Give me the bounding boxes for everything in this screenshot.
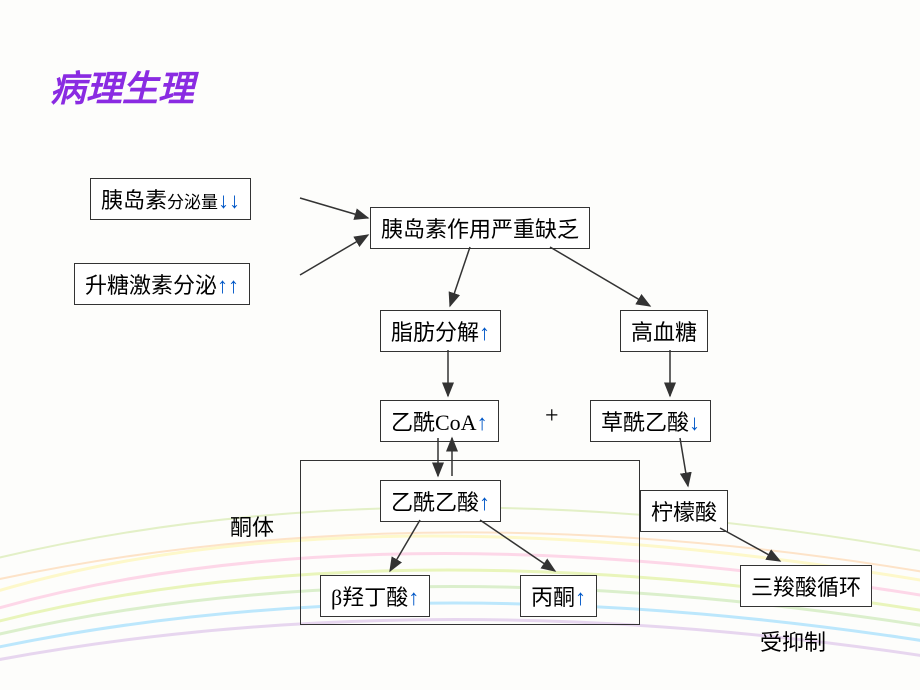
page-title: 病理生理 [50, 60, 194, 112]
label: 柠檬酸 [651, 500, 717, 525]
label: 升糖激素分泌 [85, 273, 217, 298]
node-insulin-deficit: 胰岛素作用严重缺乏 [370, 207, 590, 249]
suppressed-label: 受抑制 [760, 625, 826, 657]
node-acetoacetate: 乙酰乙酸↑ [380, 480, 501, 522]
label: 胰岛素作用严重缺乏 [381, 217, 579, 242]
node-lipolysis: 脂肪分解↑ [380, 310, 501, 352]
up-arrow-icon: ↑ [575, 585, 586, 610]
node-hyperglycemia: 高血糖 [620, 310, 708, 352]
node-citric-acid: 柠檬酸 [640, 490, 728, 532]
up-arrow-icon: ↑ [477, 410, 488, 435]
label: 乙酰CoA [391, 410, 477, 435]
node-oxaloacetate: 草酰乙酸↓ [590, 400, 711, 442]
node-beta-hydroxy: β羟丁酸↑ [320, 575, 430, 617]
label: 脂肪分解 [391, 320, 479, 345]
node-glucagon: 升糖激素分泌↑↑ [74, 263, 250, 305]
label: 丙酮 [531, 585, 575, 610]
down-arrows-icon: ↓↓ [218, 188, 240, 213]
up-arrow-icon: ↑ [479, 490, 490, 515]
label: 高血糖 [631, 320, 697, 345]
up-arrows-icon: ↑↑ [217, 273, 239, 298]
ketone-label: 酮体 [230, 510, 274, 542]
node-acetyl-coa: 乙酰CoA↑ [380, 400, 499, 442]
label: + [545, 403, 559, 429]
node-tca: 三羧酸循环 [740, 565, 872, 607]
node-insulin-secretion: 胰岛素分泌量↓↓ [90, 178, 251, 220]
label: 三羧酸循环 [751, 575, 861, 600]
label: β羟丁酸 [331, 585, 408, 610]
plus-sign: + [545, 403, 559, 430]
page-title-text: 病理生理 [50, 69, 194, 109]
down-arrow-icon: ↓ [689, 410, 700, 435]
label: 乙酰乙酸 [391, 490, 479, 515]
label: 草酰乙酸 [601, 410, 689, 435]
up-arrow-icon: ↑ [479, 320, 490, 345]
label: 酮体 [230, 515, 274, 540]
up-arrow-icon: ↑ [408, 585, 419, 610]
label: 胰岛素 [101, 188, 167, 213]
label: 受抑制 [760, 630, 826, 655]
node-acetone: 丙酮↑ [520, 575, 597, 617]
label-sub: 分泌量 [167, 193, 218, 212]
